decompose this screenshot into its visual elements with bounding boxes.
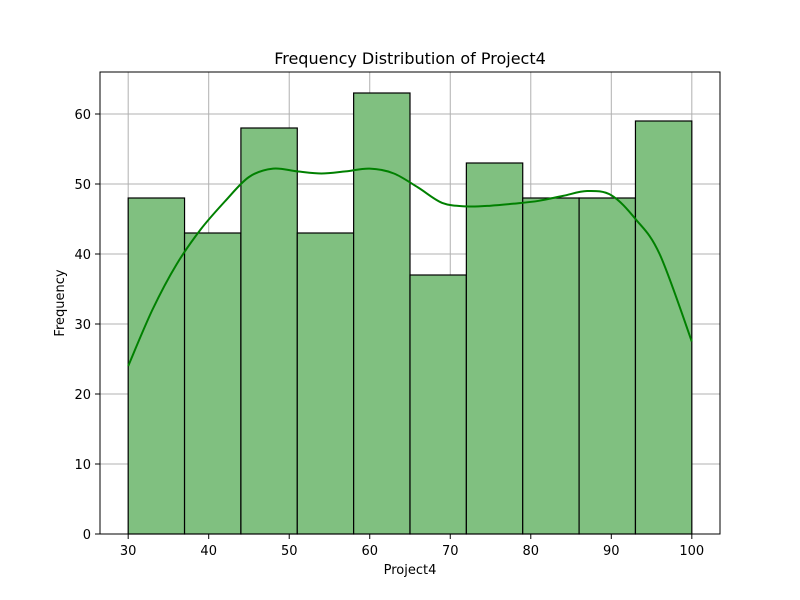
histogram-bar bbox=[296, 232, 355, 535]
y-tick-label: 10 bbox=[74, 458, 91, 473]
y-tick-label: 0 bbox=[83, 528, 91, 543]
y-tick-label: 20 bbox=[74, 388, 91, 403]
y-tick-label: 30 bbox=[74, 318, 91, 333]
chart-title: Frequency Distribution of Project4 bbox=[274, 49, 546, 68]
x-tick-label: 30 bbox=[120, 544, 137, 559]
x-tick-label: 70 bbox=[442, 544, 459, 559]
y-axis-title: Frequency bbox=[53, 269, 68, 336]
histogram-bar bbox=[183, 232, 242, 535]
histogram-bar bbox=[127, 197, 186, 535]
histogram-bar bbox=[240, 127, 298, 535]
y-tick-label: 50 bbox=[74, 178, 91, 193]
histogram-bar bbox=[353, 92, 411, 535]
x-tick-label: 40 bbox=[200, 544, 217, 559]
plot-frame bbox=[99, 71, 721, 535]
histogram-bars bbox=[127, 92, 693, 535]
x-axis-ticks: 30 40 50 60 70 80 90 100 bbox=[120, 534, 704, 559]
histogram-bar bbox=[634, 120, 693, 535]
histogram-bar bbox=[578, 197, 637, 535]
x-axis-title: Project4 bbox=[384, 563, 437, 578]
kde-curve bbox=[127, 167, 693, 367]
histogram-bar bbox=[409, 274, 467, 535]
histogram-bar bbox=[465, 162, 524, 535]
x-tick-label: 100 bbox=[679, 544, 704, 559]
x-tick-label: 50 bbox=[281, 544, 298, 559]
x-tick-label: 90 bbox=[603, 544, 620, 559]
y-tick-label: 60 bbox=[74, 108, 91, 123]
histogram-bar bbox=[522, 197, 580, 535]
y-tick-label: 40 bbox=[74, 248, 91, 263]
x-tick-label: 80 bbox=[523, 544, 540, 559]
x-tick-label: 60 bbox=[361, 544, 378, 559]
y-axis-ticks: 0 10 20 30 40 50 60 bbox=[74, 108, 100, 543]
